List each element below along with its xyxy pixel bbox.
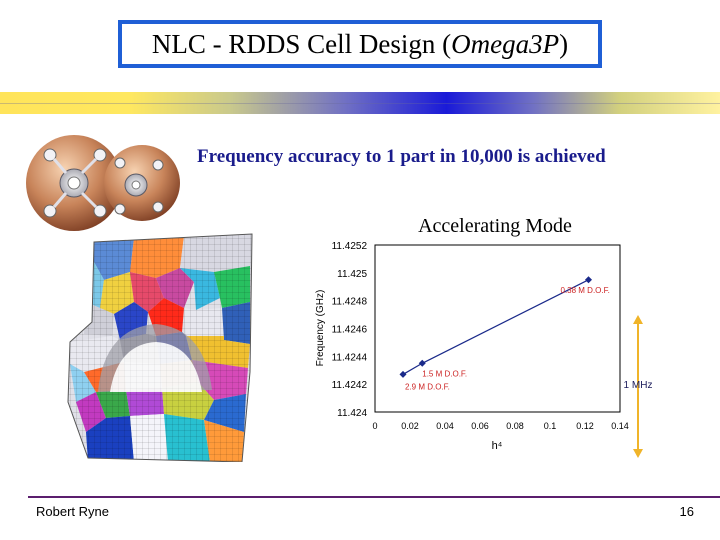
point-label: 2.9 M D.O.F. xyxy=(405,382,450,391)
title-italic-text: Omega3P xyxy=(451,28,560,59)
series-accelerating-mode xyxy=(399,276,592,378)
header-band-line xyxy=(0,103,720,104)
footer-page-number: 16 xyxy=(679,504,694,519)
data-point xyxy=(585,276,592,284)
x-tick-label: 0 xyxy=(372,421,377,431)
x-tick-labels: 0 0.02 0.04 0.06 0.08 0.1 0.12 0.14 xyxy=(372,421,628,431)
x-axis-label: h⁴ xyxy=(492,440,503,452)
disk-right xyxy=(104,145,180,221)
rdds-cell-logo-icon xyxy=(26,135,180,231)
y-tick-label: 11.425 xyxy=(337,269,367,280)
plot-area-frame xyxy=(374,244,621,413)
y-tick-label: 11.424 xyxy=(337,408,367,419)
point-labels: 2.9 M D.O.F. 1.5 M D.O.F. 0.38 M D.O.F. xyxy=(405,286,610,392)
arrow-head-down-icon xyxy=(633,449,643,458)
point-label: 1.5 M D.O.F. xyxy=(422,369,467,378)
x-tick-label: 0.14 xyxy=(611,421,629,431)
disk-left xyxy=(26,135,122,231)
y-tick-label: 11.4246 xyxy=(332,325,368,336)
y-tick-label: 11.4252 xyxy=(332,241,368,252)
y-axis-label: Frequency (GHz) xyxy=(315,290,326,367)
footer-line xyxy=(28,496,720,498)
y-tick-label: 11.4248 xyxy=(332,297,368,308)
x-tick-label: 0.04 xyxy=(436,421,454,431)
range-annotation-label: 1 MHz xyxy=(624,380,653,391)
cell-mesh-illustration xyxy=(67,233,253,462)
footer-author: Robert Ryne xyxy=(36,504,109,519)
y-tick-label: 11.4242 xyxy=(332,380,368,391)
title-box: NLC - RDDS Cell Design (Omega3P) xyxy=(118,20,602,68)
slide-title: NLC - RDDS Cell Design (Omega3P) xyxy=(152,29,568,60)
chart-title: Accelerating Mode xyxy=(418,215,572,237)
y-tick-label: 11.4244 xyxy=(332,352,368,363)
range-annotation: 1 MHz xyxy=(624,315,653,458)
chart-axes xyxy=(374,244,621,413)
title-main-text: NLC - RDDS Cell Design ( xyxy=(151,28,452,59)
arrow-head-up-icon xyxy=(633,315,643,324)
x-tick-label: 0.08 xyxy=(506,421,524,431)
y-tick-labels: 11.4252 11.425 11.4248 11.4246 11.4244 11.424… xyxy=(332,241,368,419)
subtitle: Frequency accuracy to 1 part in 10,000 i… xyxy=(197,146,606,167)
x-tick-label: 0.06 xyxy=(471,421,489,431)
frequency-chart: Accelerating Mode 11.425211.42511.424811… xyxy=(315,215,653,458)
data-point xyxy=(399,370,407,378)
x-tick-label: 0.02 xyxy=(401,421,419,431)
data-point xyxy=(418,359,426,367)
x-tick-label: 0.12 xyxy=(576,421,594,431)
point-label: 0.38 M D.O.F. xyxy=(561,286,610,295)
x-tick-label: 0.1 xyxy=(544,421,557,431)
header-gradient-band xyxy=(0,92,720,114)
title-end-text: ) xyxy=(559,28,569,59)
